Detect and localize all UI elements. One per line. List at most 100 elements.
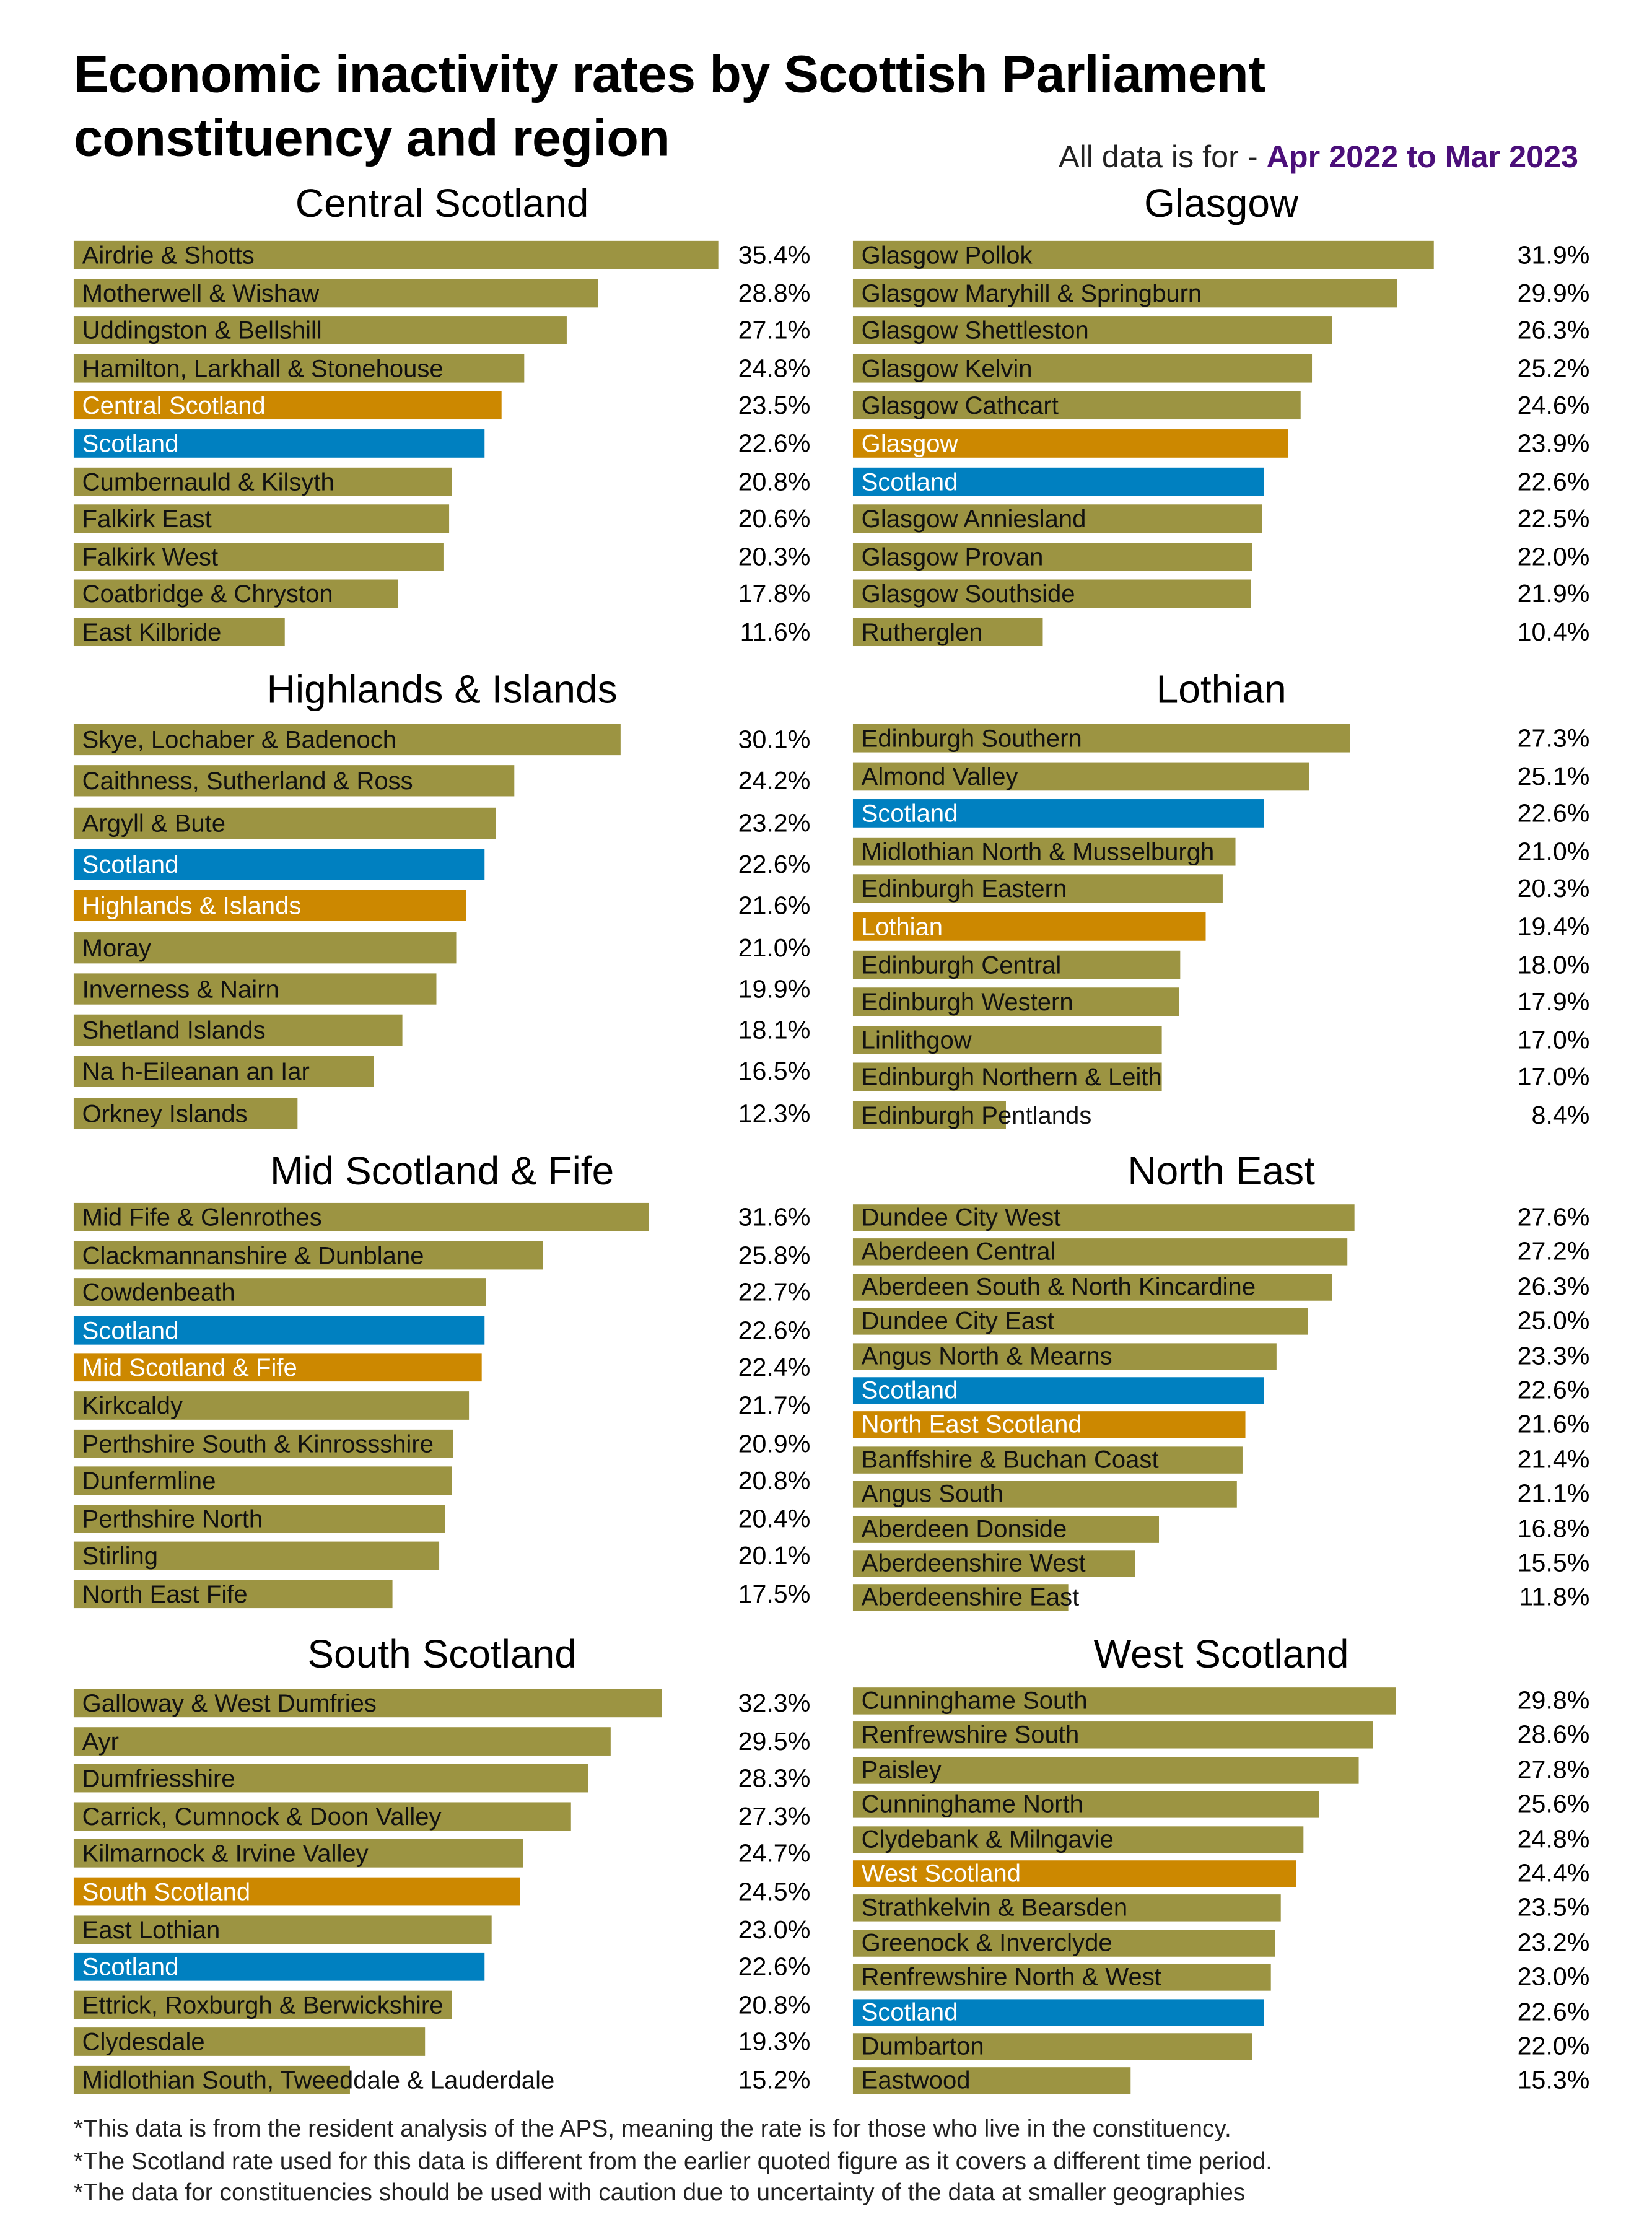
value-label: 22.4%	[738, 1354, 811, 1383]
panel-title: Glasgow	[1144, 181, 1299, 225]
bar-label: Aberdeenshire West	[861, 1549, 1086, 1577]
bar-constituency	[73, 2065, 351, 2094]
bar-constituency	[852, 504, 1262, 533]
value-label: 30.1%	[738, 725, 811, 754]
bar-scotland	[73, 429, 485, 458]
bar-scotland	[73, 1953, 485, 1982]
bar-label: Paisley	[861, 1755, 942, 1784]
bar-label: Scotland	[861, 799, 958, 828]
bar-constituency	[852, 1063, 1163, 1092]
bar-label: Banffshire & Buchan Coast	[861, 1445, 1159, 1474]
bar-row: Angus South 21.1%	[852, 1481, 1589, 1508]
bar-constituency	[852, 837, 1235, 866]
bar-label: Renfrewshire North & West	[861, 1962, 1161, 1992]
bar-region	[852, 1412, 1246, 1439]
bar-row: Mid Scotland & Fife 22.4%	[73, 1354, 811, 1383]
bar-constituency	[73, 1504, 445, 1533]
bar-label: North East Scotland	[861, 1410, 1082, 1439]
value-label: 23.0%	[738, 1915, 811, 1944]
bar-row: Falkirk West 20.3%	[73, 542, 810, 571]
value-label: 29.5%	[738, 1726, 811, 1756]
bar-label: Glasgow Pollok	[861, 240, 1033, 269]
bar-row: Aberdeen South & North Kincardine 26.3%	[852, 1272, 1589, 1301]
value-label: 24.6%	[1517, 391, 1590, 420]
bar-label: Glasgow Anniesland	[861, 504, 1086, 533]
value-label: 31.6%	[738, 1202, 811, 1231]
bar-row: Strathkelvin & Bearsden 23.5%	[852, 1894, 1589, 1922]
bar-label: Moray	[82, 933, 151, 961]
panel-title: West Scotland	[1093, 1632, 1349, 1676]
bar-constituency	[852, 875, 1223, 903]
value-label: 25.6%	[1517, 1790, 1590, 1819]
bar-row: Motherwell & Wishaw 28.8%	[73, 278, 811, 307]
value-label: 10.4%	[1517, 618, 1590, 647]
bar-scotland	[73, 1316, 485, 1345]
bar-label: Dunfermline	[82, 1466, 216, 1495]
bar-constituency	[73, 807, 496, 839]
value-label: 15.5%	[1517, 1549, 1590, 1577]
bar-row: Argyll & Bute 23.2%	[73, 807, 810, 839]
bar-label: Perthshire South & Kinrossshire	[82, 1428, 434, 1458]
bar-label: Aberdeen South & North Kincardine	[861, 1272, 1256, 1301]
bar-label: Cumbernauld & Kilsyth	[82, 466, 334, 496]
bar-label: Scotland	[82, 1953, 179, 1982]
value-label: 15.3%	[1517, 2066, 1590, 2095]
panel-title: Highlands & Islands	[266, 667, 618, 712]
value-label: 22.6%	[1517, 466, 1590, 496]
bar-constituency	[73, 1726, 611, 1756]
bar-constituency	[852, 2033, 1254, 2060]
bar-row: Coatbridge & Chryston 17.8%	[73, 580, 810, 609]
value-label: 27.2%	[1517, 1237, 1590, 1266]
value-label: 21.0%	[1517, 837, 1590, 866]
bar-row: Dumbarton 22.0%	[852, 2031, 1589, 2060]
value-label: 17.0%	[1517, 1063, 1590, 1092]
bar-constituency	[852, 391, 1301, 420]
bar-row: Midlothian South, Tweeddale & Lauderdale…	[73, 2065, 810, 2094]
bar-constituency	[852, 618, 1042, 647]
footnote: *This data is from the resident analysis…	[73, 2115, 1231, 2143]
bar-constituency	[852, 316, 1332, 345]
value-label: 28.8%	[738, 278, 811, 307]
bar-row: Skye, Lochaber & Badenoch 30.1%	[73, 724, 811, 756]
value-label: 23.9%	[1517, 429, 1590, 458]
bar-scotland	[852, 466, 1264, 496]
bar-constituency	[73, 278, 598, 307]
bar-row: Midlothian North & Musselburgh 21.0%	[852, 837, 1590, 866]
bar-row: Greenock & Inverclyde 23.2%	[852, 1929, 1589, 1957]
bar-row: Caithness, Sutherland & Ross 24.2%	[73, 765, 810, 797]
bar-constituency	[852, 1756, 1359, 1784]
bar-label: Scotland	[82, 850, 179, 878]
value-label: 21.6%	[1517, 1410, 1590, 1439]
bar-row: Cumbernauld & Kilsyth 20.8%	[73, 466, 810, 496]
bar-label: Aberdeen Central	[861, 1237, 1056, 1266]
value-label: 24.5%	[738, 1877, 811, 1906]
value-label: 17.5%	[738, 1580, 811, 1609]
bar-region	[73, 1877, 520, 1906]
bar-row: Aberdeenshire East 11.8%	[852, 1584, 1589, 1612]
panel-title: Lothian	[1156, 667, 1287, 712]
bar-row: Glasgow Cathcart 24.6%	[852, 391, 1590, 420]
subtitle: All data is for - Apr 2022 to Mar 2023	[1059, 139, 1578, 175]
bar-constituency	[73, 1764, 589, 1793]
bar-label: Dumbarton	[861, 2031, 984, 2060]
bar-label: Dundee City West	[861, 1202, 1061, 1231]
bar-constituency	[852, 761, 1310, 790]
bar-constituency	[852, 1204, 1355, 1231]
bar-label: Uddingston & Bellshill	[82, 316, 322, 345]
value-label: 29.9%	[1517, 278, 1590, 307]
bar-label: Aberdeen Donside	[861, 1514, 1067, 1542]
bar-row: Dunfermline 20.8%	[73, 1466, 810, 1495]
value-label: 25.2%	[1517, 354, 1590, 383]
bar-constituency	[73, 1990, 452, 2019]
bar-constituency	[73, 1202, 649, 1231]
value-label: 22.7%	[738, 1278, 811, 1307]
bar-row: Aberdeen Donside 16.8%	[852, 1514, 1589, 1542]
bar-constituency	[73, 1839, 523, 1868]
bar-constituency	[852, 1585, 1068, 1612]
bar-constituency	[73, 1391, 469, 1420]
bar-label: Dundee City East	[861, 1306, 1055, 1336]
bar-constituency	[73, 973, 436, 1005]
bar-constituency	[852, 240, 1433, 269]
bar-label: East Lothian	[82, 1915, 221, 1944]
